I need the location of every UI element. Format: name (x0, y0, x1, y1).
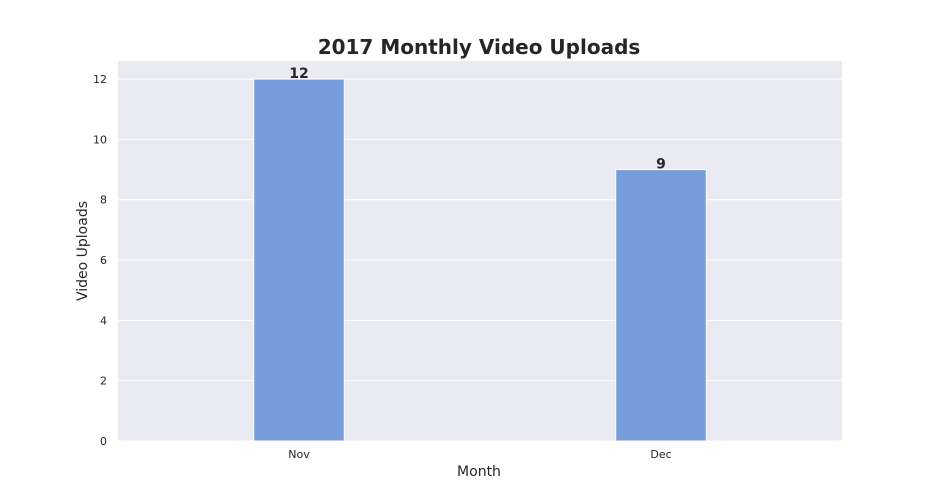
bar-dec (615, 169, 707, 442)
y-axis-ticks: 0 2 4 6 8 10 12 (93, 73, 107, 448)
plot-area (118, 61, 842, 441)
bar-nov (253, 78, 345, 442)
chart-title: 2017 Monthly Video Uploads (318, 35, 641, 59)
x-tick-label: Dec (650, 448, 671, 461)
x-tick-label: Nov (288, 448, 310, 461)
bars (253, 78, 707, 442)
y-tick-label: 4 (100, 314, 107, 327)
data-labels: 12 9 (289, 66, 666, 172)
y-tick-label: 12 (93, 73, 107, 86)
y-tick-label: 2 (100, 375, 107, 388)
data-label: 12 (289, 66, 308, 82)
y-tick-label: 0 (100, 435, 107, 448)
x-axis-ticks: Nov Dec (288, 448, 671, 461)
y-tick-label: 10 (93, 133, 107, 146)
data-label: 9 (656, 157, 666, 173)
y-tick-label: 6 (100, 254, 107, 267)
y-axis-label: Video Uploads (75, 201, 91, 301)
y-tick-label: 8 (100, 194, 107, 207)
x-axis-label: Month (457, 464, 501, 480)
gridlines (118, 78, 842, 442)
